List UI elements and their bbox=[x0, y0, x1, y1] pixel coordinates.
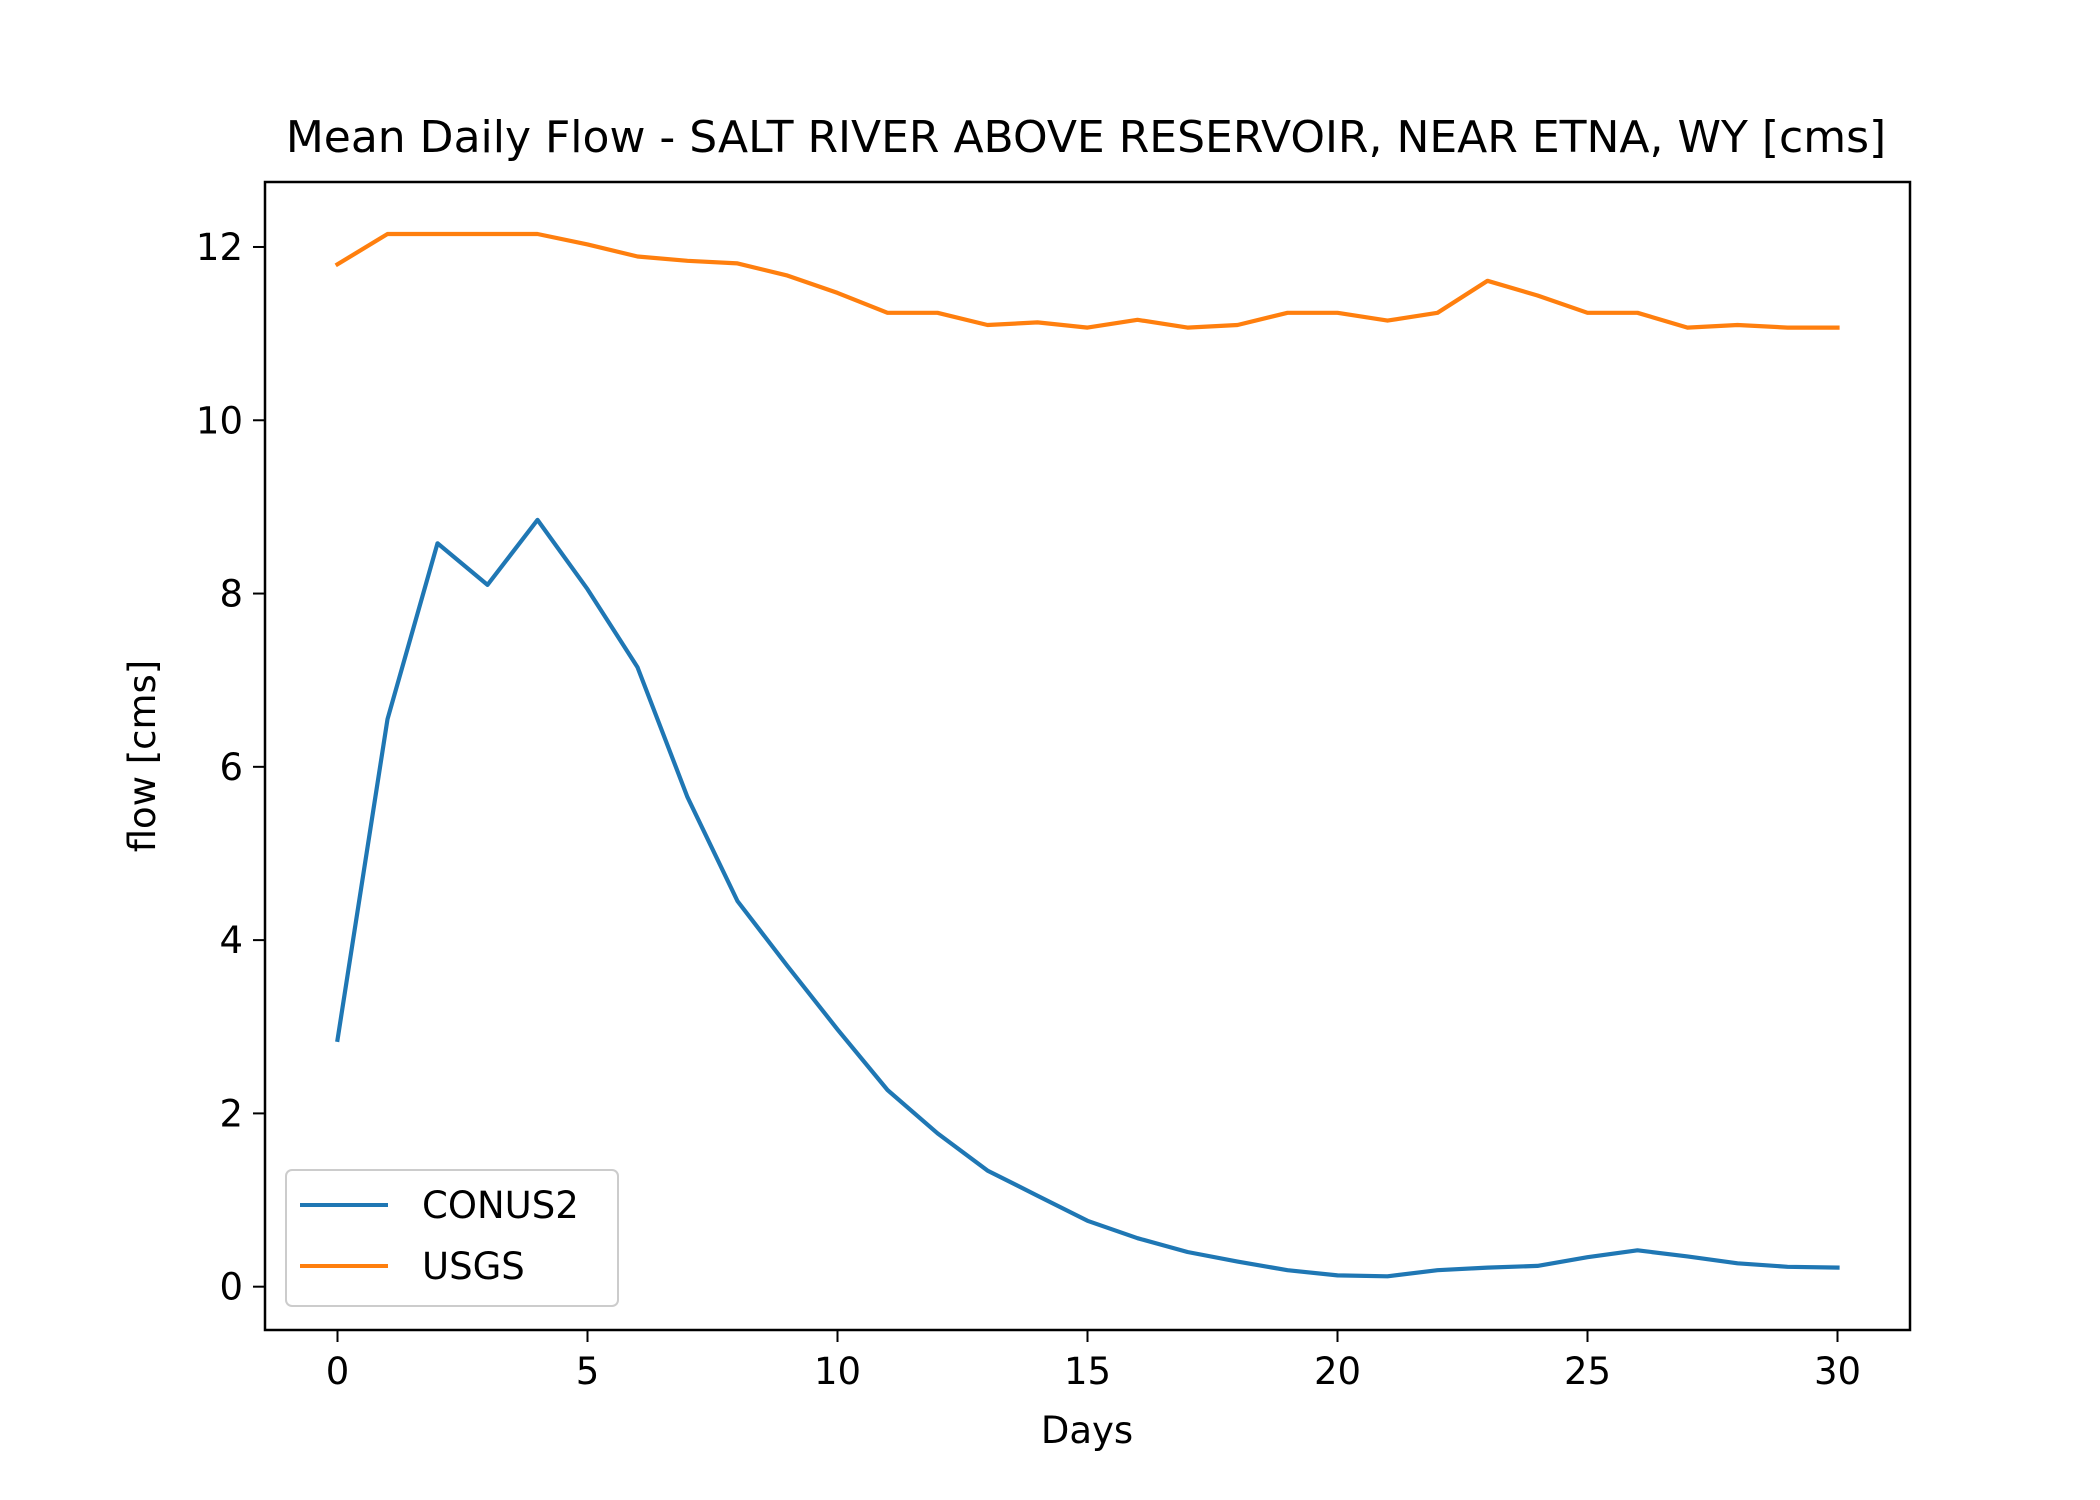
plot-frame bbox=[263, 180, 1912, 1332]
y-axis: 0 2 4 6 8 10 12 bbox=[196, 226, 265, 1309]
y-axis-label: flow [cms] bbox=[121, 660, 164, 853]
x-axis: 0 5 10 15 20 25 30 bbox=[326, 1330, 1861, 1393]
series-line-usgs bbox=[334, 231, 1840, 330]
x-tick-label: 15 bbox=[1064, 1350, 1111, 1393]
legend-label-conus2: CONUS2 bbox=[422, 1184, 579, 1227]
plot-lines bbox=[334, 231, 1840, 1279]
x-axis-label: Days bbox=[1041, 1409, 1133, 1452]
x-tick-label: 25 bbox=[1564, 1350, 1611, 1393]
y-tick-label: 0 bbox=[219, 1266, 243, 1309]
legend-label-usgs: USGS bbox=[422, 1245, 525, 1288]
x-tick-label: 5 bbox=[576, 1350, 600, 1393]
y-tick-label: 4 bbox=[219, 919, 243, 962]
y-tick-label: 6 bbox=[219, 746, 243, 789]
x-tick-label: 10 bbox=[814, 1350, 861, 1393]
series-line-conus2 bbox=[335, 517, 1840, 1279]
x-tick-label: 20 bbox=[1314, 1350, 1361, 1393]
y-tick-label: 2 bbox=[219, 1092, 243, 1135]
chart-title: Mean Daily Flow - SALT RIVER ABOVE RESER… bbox=[286, 112, 1886, 163]
y-tick-label: 8 bbox=[219, 573, 243, 616]
legend: CONUS2 USGS bbox=[285, 1169, 619, 1307]
x-tick-label: 30 bbox=[1814, 1350, 1861, 1393]
x-tick-label: 0 bbox=[326, 1350, 350, 1393]
y-tick-label: 10 bbox=[196, 399, 243, 442]
y-tick-label: 12 bbox=[196, 226, 243, 269]
